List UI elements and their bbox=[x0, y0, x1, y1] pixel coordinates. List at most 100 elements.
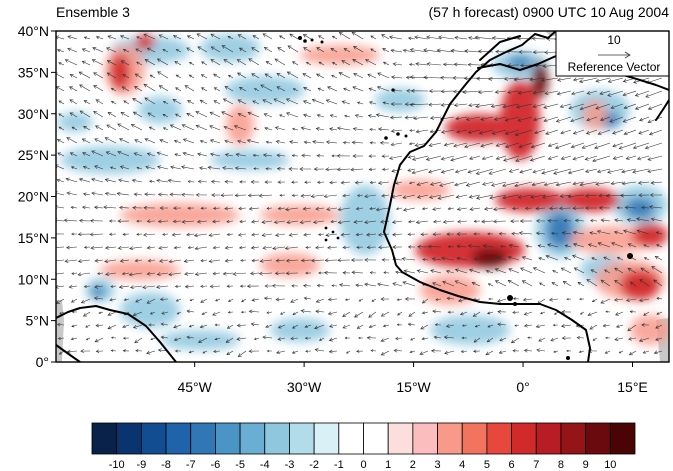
wind-vector bbox=[427, 244, 442, 249]
wind-vector bbox=[458, 298, 468, 303]
wind-vector bbox=[443, 335, 455, 340]
wind-vector bbox=[133, 152, 143, 157]
wind-vector bbox=[201, 311, 208, 315]
wind-vector bbox=[134, 337, 143, 344]
wind-vector bbox=[377, 72, 390, 79]
wind-vector bbox=[106, 60, 117, 66]
wind-vector bbox=[457, 219, 468, 224]
wind-vector bbox=[436, 48, 455, 53]
wind-vector bbox=[392, 282, 403, 287]
wind-vector bbox=[264, 126, 273, 131]
wind-vector bbox=[199, 99, 208, 105]
wind-vector bbox=[211, 193, 221, 197]
wind-vector bbox=[573, 267, 585, 274]
wind-vector bbox=[369, 271, 377, 275]
wind-vector bbox=[395, 207, 403, 211]
wind-vector bbox=[70, 337, 78, 341]
wind-vector bbox=[517, 194, 533, 199]
wind-vector bbox=[251, 298, 260, 302]
wind-vector bbox=[628, 350, 637, 356]
wind-vector bbox=[77, 259, 91, 263]
wind-vector bbox=[551, 282, 559, 287]
wind-vector bbox=[117, 219, 130, 224]
wind-vector bbox=[467, 129, 481, 134]
wind-vector bbox=[437, 194, 455, 200]
wind-vector bbox=[604, 350, 611, 354]
wind-vector bbox=[598, 205, 611, 210]
wind-vector bbox=[446, 296, 455, 301]
wind-vector bbox=[444, 350, 455, 355]
wind-vector bbox=[122, 324, 130, 329]
lat-label: 0° bbox=[36, 354, 49, 370]
wind-vector bbox=[555, 116, 572, 123]
wind-vector bbox=[246, 284, 260, 289]
wind-vector bbox=[128, 272, 143, 277]
wind-vector bbox=[579, 77, 598, 84]
wind-vector bbox=[572, 206, 585, 211]
wind-vector bbox=[369, 127, 377, 132]
wind-vector bbox=[156, 178, 169, 183]
wind-vector bbox=[455, 194, 468, 199]
coastlines bbox=[56, 31, 669, 362]
wind-vector bbox=[641, 323, 650, 327]
wind-vector bbox=[540, 77, 559, 83]
wind-vector bbox=[469, 207, 481, 212]
wind-vector bbox=[94, 258, 104, 263]
wind-vector bbox=[356, 194, 364, 197]
wind-vector bbox=[304, 324, 312, 328]
wind-vector bbox=[440, 102, 455, 107]
wind-vector bbox=[327, 297, 338, 302]
wind-vector bbox=[380, 311, 390, 317]
wind-vector bbox=[572, 155, 585, 161]
wind-vector bbox=[512, 349, 520, 353]
wind-vector bbox=[236, 336, 247, 341]
wind-vector bbox=[284, 207, 299, 212]
wind-vector bbox=[517, 116, 533, 122]
wind-vector bbox=[612, 129, 624, 135]
wind-vector bbox=[499, 337, 507, 342]
wind-vector bbox=[612, 155, 624, 160]
wind-vector bbox=[560, 267, 572, 274]
wind-vector bbox=[91, 177, 104, 183]
wind-vector bbox=[638, 298, 650, 303]
wind-vector bbox=[264, 284, 273, 288]
wind-vector bbox=[518, 142, 533, 149]
wind-vector bbox=[314, 324, 325, 330]
wind-vector bbox=[535, 206, 546, 211]
wind-vector bbox=[265, 324, 273, 328]
wind-vector bbox=[105, 151, 117, 157]
wind-vector bbox=[390, 142, 403, 147]
wind-vector bbox=[454, 268, 468, 274]
wind-vector bbox=[286, 71, 299, 79]
wind-vector bbox=[623, 229, 637, 235]
wind-vector bbox=[497, 309, 507, 314]
lat-label: 40°N bbox=[18, 23, 49, 39]
wind-vector bbox=[159, 206, 169, 210]
wind-vector bbox=[275, 139, 286, 144]
wind-vector bbox=[262, 153, 273, 158]
wind-vector bbox=[453, 103, 468, 108]
wind-vector bbox=[380, 337, 390, 342]
wind-vector bbox=[303, 140, 312, 145]
wind-vector bbox=[186, 232, 195, 237]
wind-vector bbox=[94, 165, 104, 170]
wind-vector bbox=[184, 85, 195, 92]
wind-vector bbox=[305, 246, 312, 249]
wind-vector bbox=[460, 349, 468, 353]
wind-vector bbox=[157, 192, 169, 197]
wind-vector bbox=[77, 232, 91, 237]
wind-vector bbox=[345, 298, 351, 301]
wind-vector bbox=[456, 207, 468, 212]
wind-vector bbox=[589, 324, 598, 330]
wind-vector bbox=[488, 76, 507, 81]
colorbar-swatch bbox=[585, 422, 611, 455]
wind-vector bbox=[488, 297, 494, 301]
wind-vector bbox=[340, 180, 351, 185]
wind-vector bbox=[134, 73, 143, 79]
wind-vector bbox=[200, 74, 208, 79]
wind-vector bbox=[342, 140, 351, 145]
wind-vector bbox=[535, 218, 546, 223]
wind-vector bbox=[532, 90, 546, 95]
wind-vector bbox=[485, 269, 494, 274]
wind-vector bbox=[159, 297, 169, 302]
